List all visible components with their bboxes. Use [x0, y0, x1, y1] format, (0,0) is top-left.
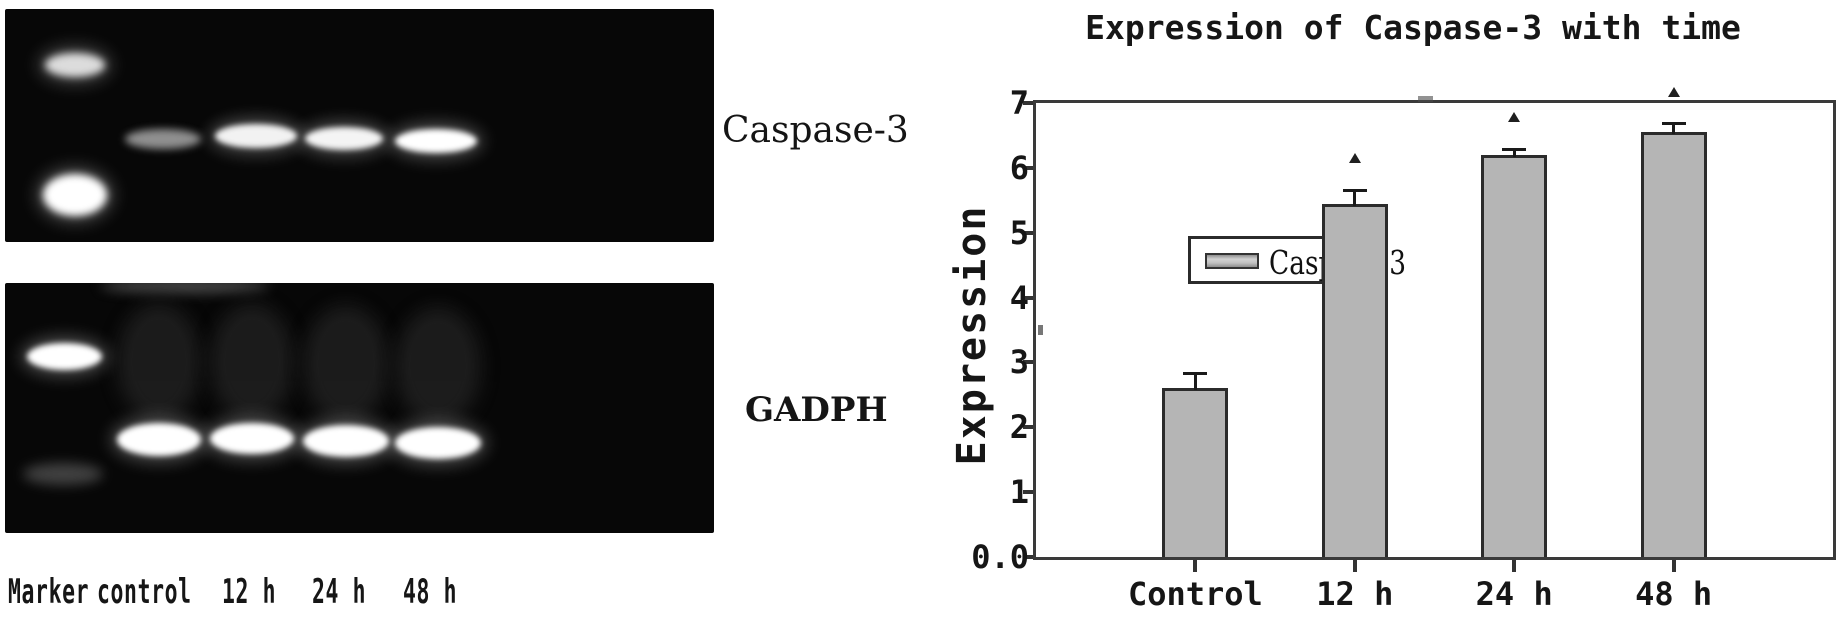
significance-mark-48 h [1667, 86, 1680, 97]
gel-lane-label-5: 48 h [403, 572, 458, 612]
y-tick-6 [1023, 165, 1033, 170]
gel-band-marker-lower [43, 174, 107, 216]
gel-band-control-streak [117, 303, 201, 421]
gel-band-12h-streak [210, 303, 294, 421]
y-tick-label-5: 5 [1009, 213, 1029, 252]
error-bar-12 h [1353, 190, 1357, 206]
error-bar-Control [1193, 374, 1197, 391]
y-tick-1 [1023, 490, 1033, 495]
error-bar-48 h [1672, 123, 1676, 135]
y-tick-label-4: 4 [1009, 278, 1029, 317]
bar-24 h [1481, 154, 1548, 557]
gel-band-48h-streak [395, 307, 481, 425]
x-tick-48 h [1671, 560, 1676, 572]
axis-stray-mark [1038, 325, 1043, 335]
error-cap-Control [1183, 372, 1208, 376]
error-bar-24 h [1512, 149, 1516, 157]
bar-12 h [1321, 203, 1388, 557]
y-tick-label-6: 6 [1009, 148, 1029, 187]
gel-band-marker-upper [27, 343, 102, 370]
y-tick-label-7: 7 [1009, 84, 1029, 122]
x-tick-label-Control: Control [1127, 575, 1263, 613]
significance-mark-24 h [1508, 112, 1521, 123]
error-cap-12 h [1342, 188, 1367, 192]
significance-mark-12 h [1348, 153, 1361, 164]
chart-section: Expression of Caspase-3 with time Expres… [900, 0, 1843, 632]
gel-lane-label-4: 24 h [312, 572, 367, 612]
y-tick-label-0.0: 0.0 [971, 538, 1029, 576]
error-cap-48 h [1661, 121, 1686, 125]
gel-lane-label-3: 12 h [222, 572, 277, 612]
gel-band-24h-streak [303, 305, 389, 423]
gel-band-12h [215, 124, 297, 148]
y-tick-label-3: 3 [1009, 343, 1029, 382]
x-tick-label-24 h: 24 h [1475, 575, 1553, 613]
legend-swatch [1205, 253, 1259, 269]
gel-band-24h [303, 425, 389, 457]
gel-band-control [125, 129, 201, 149]
gel-panel-label-gadph: GADPH [745, 390, 888, 430]
y-tick-2 [1023, 425, 1033, 430]
top-tick-mark [1418, 96, 1433, 102]
x-tick-12 h [1352, 560, 1357, 572]
chart-title: Expression of Caspase-3 with time [1085, 8, 1741, 47]
gel-panel-label-caspase3: Caspase-3 [722, 110, 909, 151]
gel-band-marker-smear-top [100, 283, 270, 293]
y-tick-label-1: 1 [1009, 473, 1029, 512]
bar-Control [1162, 388, 1229, 557]
gel-band-48h [395, 427, 481, 459]
gel-band-12h [210, 423, 294, 454]
gel-band-24h [305, 127, 383, 150]
y-tick-7 [1023, 101, 1033, 105]
x-tick-24 h [1512, 560, 1517, 572]
gel-band-control [117, 423, 201, 456]
y-tick-5 [1023, 230, 1033, 235]
y-tick-0.0 [1023, 555, 1033, 559]
bar-48 h [1640, 132, 1707, 557]
gel-lane-label-2: control [97, 572, 192, 612]
gel-band-marker-upper [45, 53, 105, 77]
x-tick-label-12 h: 12 h [1316, 575, 1394, 613]
y-tick-4 [1023, 295, 1033, 300]
y-tick-3 [1023, 360, 1033, 365]
x-tick-label-48 h: 48 h [1635, 575, 1713, 613]
gel-panel-caspase3 [5, 9, 714, 242]
y-tick-label-2: 2 [1009, 408, 1029, 447]
x-tick-Control [1193, 560, 1198, 572]
gel-band-48h [395, 129, 477, 153]
gel-panel-gadph [5, 283, 714, 533]
gel-band-marker-lower-faint [23, 463, 103, 485]
error-cap-24 h [1502, 147, 1527, 151]
gel-lane-label-1: Marker [8, 572, 90, 612]
